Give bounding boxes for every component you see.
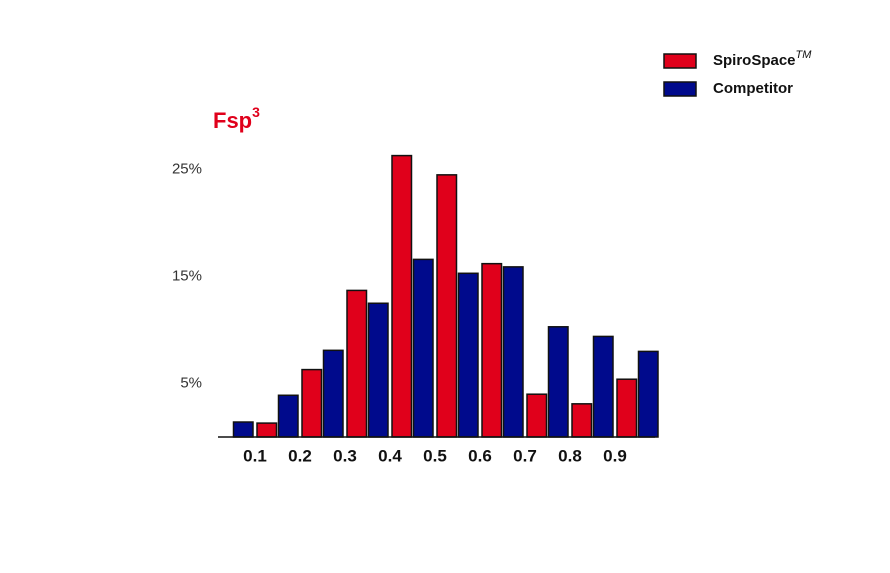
legend-name: SpiroSpace: [713, 52, 796, 69]
bar: [412, 258, 434, 438]
x-tick-label: 0.2: [288, 446, 312, 465]
bar: [367, 302, 389, 438]
x-tick-label: 0.8: [558, 446, 582, 465]
y-tick-label: 25%: [172, 160, 202, 177]
x-tick-label: 0.6: [468, 446, 492, 465]
bar: [616, 378, 638, 438]
bar: [277, 394, 299, 438]
bar: [256, 422, 278, 438]
x-tick-label: 0.3: [333, 446, 357, 465]
bar: [592, 335, 614, 438]
legend-label: SpiroSpaceTM: [713, 49, 812, 69]
bar: [457, 272, 479, 438]
x-tick-label: 0.4: [378, 446, 402, 465]
x-tick-label: 0.7: [513, 446, 537, 465]
legend: SpiroSpaceTM Competitor: [663, 49, 812, 97]
bar: [436, 174, 458, 438]
bar: [571, 403, 593, 438]
legend-superscript: TM: [796, 49, 813, 61]
x-tick-label: 0.5: [423, 446, 447, 465]
bar: [502, 266, 524, 438]
y-tick-label: 15%: [172, 267, 202, 284]
bar: [322, 349, 344, 438]
bar: [391, 154, 413, 438]
bar: [637, 350, 659, 438]
bar: [232, 421, 254, 438]
bar: [301, 368, 323, 438]
legend-swatch: [663, 53, 697, 69]
legend-label: Competitor: [713, 80, 793, 97]
bar: [481, 262, 503, 438]
bar: [547, 326, 569, 438]
bar: [346, 289, 368, 438]
title-main: Fsp: [213, 108, 252, 133]
legend-name: Competitor: [713, 80, 793, 97]
bar: [526, 393, 548, 438]
chart-title: Fsp3: [213, 104, 260, 133]
legend-swatch: [663, 81, 697, 97]
y-tick-label: 5%: [180, 374, 202, 391]
x-tick-label: 0.9: [603, 446, 627, 465]
x-tick-label: 0.1: [243, 446, 267, 465]
title-superscript: 3: [252, 104, 260, 120]
